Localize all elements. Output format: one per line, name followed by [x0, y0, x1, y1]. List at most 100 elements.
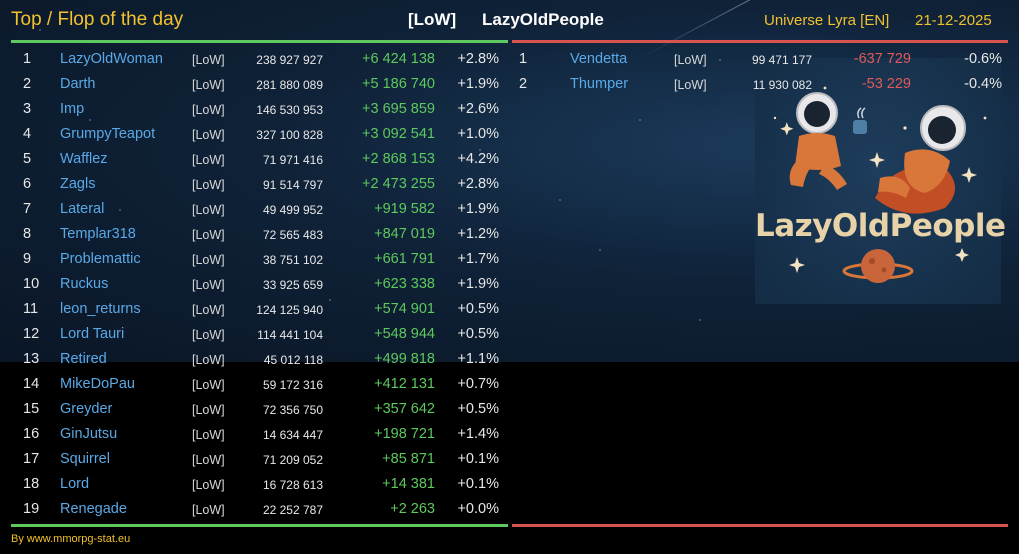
header: Top / Flop of the day [LoW] LazyOldPeopl… [0, 0, 1019, 40]
top-row: 16 GinJutsu [LoW] 14 634 447 +198 721 +1.4% [11, 422, 508, 447]
change-cell: +198 721 [374, 426, 435, 442]
percent-cell: +1.9% [457, 201, 499, 217]
percent-cell: +1.9% [457, 76, 499, 92]
alliance-tag-cell: [LoW] [192, 53, 225, 67]
top-row: 18 Lord [LoW] 16 728 613 +14 381 +0.1% [11, 472, 508, 497]
change-cell: +661 791 [374, 251, 435, 267]
points-cell: 124 125 940 [256, 303, 323, 317]
change-cell: +6 424 138 [362, 51, 435, 67]
points-cell: 22 252 787 [262, 503, 323, 517]
alliance-tag-cell: [LoW] [192, 278, 225, 292]
points-cell: 114 441 104 [257, 328, 323, 342]
player-name-link[interactable]: Wafflez [60, 151, 108, 167]
alliance-tag-cell: [LoW] [192, 328, 225, 342]
flop-divider-bottom [512, 524, 1008, 527]
player-name-link[interactable]: GinJutsu [60, 426, 118, 442]
percent-cell: +0.5% [457, 401, 499, 417]
rank-cell: 10 [23, 276, 40, 292]
top-row: 12 Lord Tauri [LoW] 114 441 104 +548 944 +0.5… [11, 322, 508, 347]
rank-cell: 9 [23, 251, 32, 267]
change-cell: +3 092 541 [362, 126, 435, 142]
rank-cell: 11 [23, 301, 39, 317]
change-cell: +2 473 255 [362, 176, 435, 192]
player-name-link[interactable]: Imp [60, 101, 85, 117]
flop-row: 2 Thumper [LoW] 11 930 082 -53 229 -0.4% [512, 72, 1008, 97]
percent-cell: -0.4% [964, 76, 1002, 92]
player-name-link[interactable]: Lord Tauri [60, 326, 125, 342]
change-cell: +2 868 153 [362, 151, 435, 167]
rank-cell: 1 [519, 51, 528, 67]
player-name-link[interactable]: LazyOldWoman [60, 51, 163, 67]
player-name-link[interactable]: Darth [60, 76, 96, 92]
points-cell: 72 565 483 [262, 228, 323, 242]
top-row: 17 Squirrel [LoW] 71 209 052 +85 871 +0.1% [11, 447, 508, 472]
player-name-link[interactable]: GrumpyTeapot [60, 126, 156, 142]
footer-credit: By www.mmorpg-stat.eu [11, 533, 131, 545]
points-cell: 146 530 953 [256, 103, 323, 117]
player-name-link[interactable]: Retired [60, 351, 107, 367]
rank-cell: 1 [23, 51, 32, 67]
player-name-link[interactable]: Lord [60, 476, 90, 492]
top-row: 4 GrumpyTeapot [LoW] 327 100 828 +3 092 541 +… [11, 122, 508, 147]
top-row: 14 MikeDoPau [LoW] 59 172 316 +412 131 +0.7% [11, 372, 508, 397]
points-cell: 71 971 416 [262, 153, 323, 167]
alliance-tag-cell: [LoW] [192, 253, 225, 267]
percent-cell: +1.4% [457, 426, 499, 442]
player-name-link[interactable]: Templar318 [60, 226, 136, 242]
percent-cell: +0.0% [457, 501, 499, 517]
change-cell: +14 381 [382, 476, 435, 492]
player-name-link[interactable]: Vendetta [570, 51, 628, 67]
rank-cell: 7 [23, 201, 32, 217]
player-name-link[interactable]: MikeDoPau [60, 376, 135, 392]
points-cell: 14 634 447 [262, 428, 323, 442]
alliance-tag-cell: [LoW] [192, 378, 225, 392]
player-name-link[interactable]: Zagls [60, 176, 96, 192]
percent-cell: +0.5% [457, 326, 499, 342]
top-row: 6 Zagls [LoW] 91 514 797 +2 473 255 +2.8% [11, 172, 508, 197]
rank-cell: 17 [23, 451, 40, 467]
percent-cell: +1.9% [457, 276, 499, 292]
change-cell: +919 582 [374, 201, 435, 217]
player-name-link[interactable]: Thumper [570, 76, 629, 92]
rank-cell: 12 [23, 326, 40, 342]
change-cell: -53 229 [861, 76, 911, 92]
player-name-link[interactable]: Greyder [60, 401, 113, 417]
percent-cell: +2.8% [457, 51, 499, 67]
alliance-logo: LazyOldPeople [755, 58, 1006, 304]
top-divider-bottom [11, 524, 508, 527]
player-name-link[interactable]: Ruckus [60, 276, 109, 292]
percent-cell: +1.7% [457, 251, 499, 267]
player-name-link[interactable]: Lateral [60, 201, 105, 217]
alliance-tag-cell: [LoW] [674, 78, 707, 92]
points-cell: 49 499 952 [262, 203, 323, 217]
top-row: 9 Problemattic [LoW] 38 751 102 +661 791 +1.7… [11, 247, 508, 272]
player-name-link[interactable]: Squirrel [60, 451, 110, 467]
percent-cell: +1.0% [457, 126, 499, 142]
points-cell: 59 172 316 [262, 378, 323, 392]
percent-cell: +1.1% [457, 351, 499, 367]
top-row: 5 Wafflez [LoW] 71 971 416 +2 868 153 +4.2% [11, 147, 508, 172]
alliance-tag-cell: [LoW] [192, 353, 225, 367]
rank-cell: 15 [23, 401, 40, 417]
top-row: 1 LazyOldWoman [LoW] 238 927 927 +6 424 138 +… [11, 47, 508, 72]
top-divider-top [11, 40, 508, 43]
change-cell: +574 901 [374, 301, 435, 317]
rank-cell: 4 [23, 126, 32, 142]
percent-cell: +2.6% [457, 101, 499, 117]
alliance-tag-cell: [LoW] [192, 428, 225, 442]
top-row: 11 leon_returns [LoW] 124 125 940 +574 901 +0… [11, 297, 508, 322]
flop-row: 1 Vendetta [LoW] 99 471 177 -637 729 -0.6% [512, 47, 1008, 72]
top-row: 13 Retired [LoW] 45 012 118 +499 818 +1.1% [11, 347, 508, 372]
rank-cell: 5 [23, 151, 32, 167]
points-cell: 16 728 613 [262, 478, 323, 492]
player-name-link[interactable]: leon_returns [60, 301, 141, 317]
change-cell: +5 186 740 [362, 76, 435, 92]
player-name-link[interactable]: Problemattic [60, 251, 141, 267]
date-label: 21-12-2025 [915, 12, 992, 29]
alliance-tag-cell: [LoW] [674, 53, 707, 67]
rank-cell: 3 [23, 101, 32, 117]
top-row: 3 Imp [LoW] 146 530 953 +3 695 859 +2.6% [11, 97, 508, 122]
alliance-tag-cell: [LoW] [192, 503, 225, 517]
player-name-link[interactable]: Renegade [60, 501, 127, 517]
change-cell: +412 131 [374, 376, 435, 392]
